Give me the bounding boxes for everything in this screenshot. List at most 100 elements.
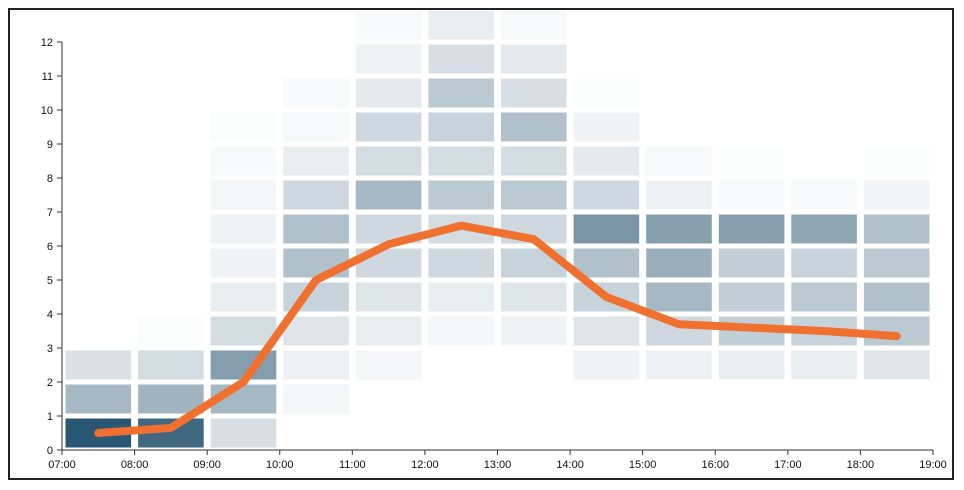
heatmap-cell-5-3 (428, 316, 494, 346)
heatmap-cell-11-8 (864, 147, 930, 176)
heatmap-cell-6-8 (501, 146, 567, 176)
heatmap-cell-10-4 (791, 282, 857, 312)
heatmap-cell-2-8 (211, 147, 277, 176)
heatmap-cell-2-3 (210, 316, 277, 346)
heatmap-cell-9-4 (718, 282, 785, 312)
heatmap-cell-8-7 (646, 180, 712, 210)
heatmap-cell-8-2 (646, 350, 712, 380)
heatmap-cell-3-1 (283, 384, 349, 414)
heatmap-cell-11-6 (863, 214, 930, 244)
y-tick-label: 5 (47, 275, 53, 287)
heatmap-cell-1-1 (138, 384, 204, 414)
heatmap-cell-11-4 (863, 282, 930, 312)
heatmap-cell-9-5 (718, 248, 785, 278)
trend-line (94, 221, 901, 437)
heatmap-cell-8-8 (646, 146, 712, 176)
heatmap-cell-10-6 (791, 214, 857, 244)
heatmap-cell-3-5 (283, 248, 349, 278)
heatmap-cell-2-7 (210, 180, 277, 210)
x-tick-label: 15:00 (629, 459, 657, 471)
y-tick-label: 7 (47, 207, 53, 219)
heatmap-cell-4-10 (355, 78, 422, 108)
heatmap-cell-0-1 (65, 384, 132, 414)
x-tick-label: 14:00 (556, 459, 584, 471)
x-tick-label: 17:00 (774, 459, 802, 471)
y-tick-label: 9 (47, 139, 53, 151)
heatmap-cell-11-2 (863, 350, 930, 380)
heatmap-cell-7-7 (573, 180, 640, 210)
heatmap-cell-5-10 (428, 78, 494, 108)
x-tick-label: 12:00 (411, 459, 439, 471)
heatmap-cell-8-4 (646, 282, 712, 312)
heatmap-cell-1-3 (138, 317, 204, 346)
heatmap-cell-5-9 (428, 112, 494, 142)
heatmap-cell-7-9 (573, 112, 640, 142)
heatmap-cell-5-12 (428, 10, 494, 40)
heatmap-cell-4-2 (355, 350, 422, 380)
heatmap-cell-6-11 (501, 44, 567, 74)
heatmap-cell-7-6 (573, 214, 640, 244)
heatmap-cell-6-9 (501, 112, 567, 142)
heatmap-cell-6-7 (501, 180, 567, 210)
heatmap-cell-7-10 (574, 79, 640, 108)
heatmap-cell-6-4 (501, 282, 567, 312)
heatmap-cell-11-5 (863, 248, 930, 278)
heatmap-cell-3-7 (283, 180, 349, 210)
heatmap-cell-4-4 (355, 282, 422, 312)
y-tick-label: 3 (47, 343, 53, 355)
heatmap-cell-2-0 (210, 418, 277, 448)
heatmap-cell-3-8 (283, 146, 349, 176)
heatmap-cell-4-8 (355, 146, 422, 176)
heatmap-cell-4-9 (355, 112, 422, 142)
heatmap-cell-6-3 (501, 316, 567, 346)
heatmap-cell-3-10 (283, 79, 349, 108)
x-tick-label: 19:00 (919, 459, 947, 471)
x-tick-label: 09:00 (193, 459, 221, 471)
x-axis-ticks: 07:00 08:00 09:00 10:00 11:00 12:00 13:00 14:00… (48, 450, 947, 471)
heatmap-cell-7-8 (573, 146, 640, 176)
heatmap-cell-4-3 (355, 316, 422, 346)
heatmap-cell-4-11 (355, 44, 422, 74)
heatmap-cell-9-7 (718, 180, 785, 210)
y-tick-label: 8 (47, 173, 53, 185)
heatmap-cell-5-8 (428, 146, 494, 176)
x-tick-label: 07:00 (48, 459, 76, 471)
x-tick-label: 16:00 (701, 459, 729, 471)
heatmap-cell-5-7 (428, 180, 494, 210)
heatmap-cell-2-6 (210, 214, 277, 244)
heatmap-cell-3-2 (283, 350, 349, 380)
heatmap-cell-2-9 (211, 113, 277, 142)
y-tick-label: 4 (47, 309, 53, 321)
heatmap-cell-6-12 (501, 10, 567, 40)
heatmap-cell-9-6 (718, 214, 785, 244)
y-tick-label: 11 (42, 71, 53, 83)
y-tick-label: 0 (47, 445, 53, 457)
y-tick-label: 10 (41, 105, 53, 117)
heatmap-cell-10-2 (791, 350, 857, 380)
heatmap-cell-2-4 (210, 282, 277, 312)
heatmap-cell-4-7 (355, 180, 422, 210)
heatmap-cell-3-9 (283, 112, 349, 142)
heatmap-cell-10-7 (791, 180, 857, 210)
chart-frame (8, 8, 954, 480)
y-tick-label: 12 (41, 37, 53, 49)
x-tick-label: 18:00 (847, 459, 875, 471)
x-tick-label: 08:00 (121, 459, 149, 471)
heatmap-cell-2-5 (210, 248, 277, 278)
y-tick-label: 2 (47, 377, 53, 389)
heatmap-cell-11-7 (863, 180, 930, 210)
x-tick-label: 10:00 (266, 459, 294, 471)
heatmap-cell-3-3 (283, 316, 349, 346)
heatmap-cell-7-2 (573, 350, 640, 380)
heatmap-cell-0-2 (65, 350, 132, 380)
heatmap-cells (65, 10, 930, 448)
heatmap-cell-5-4 (428, 282, 494, 312)
heatmap-cell-7-3 (573, 316, 640, 346)
heatmap-cell-10-5 (791, 248, 857, 278)
heatmap-cell-9-8 (719, 147, 785, 176)
heatmap-cell-7-5 (573, 248, 640, 278)
heatmap-cell-6-10 (501, 78, 567, 108)
x-tick-label: 11:00 (339, 459, 366, 471)
heatmap-cell-8-6 (646, 214, 712, 244)
